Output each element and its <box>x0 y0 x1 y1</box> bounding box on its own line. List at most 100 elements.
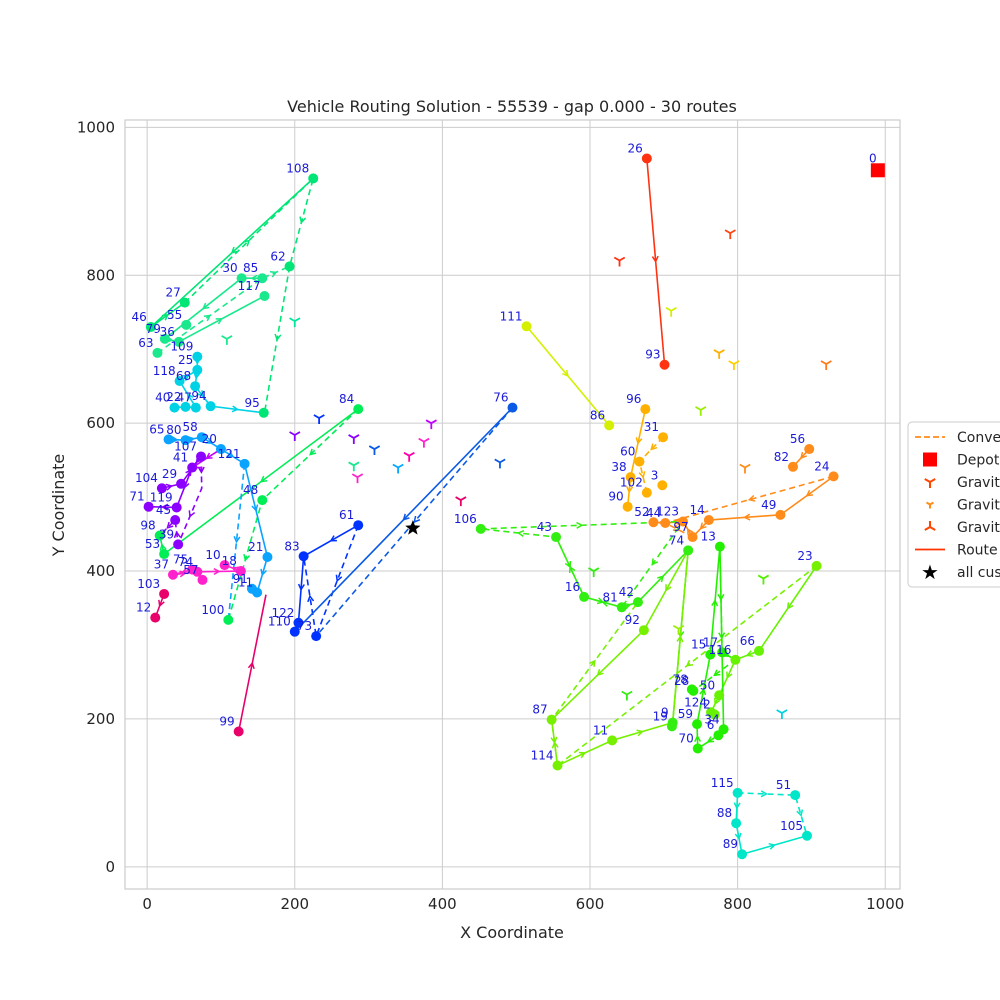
customer-node <box>688 685 699 696</box>
route-arrow <box>760 790 768 798</box>
y-tick-label: 800 <box>86 266 115 284</box>
customer-node <box>197 574 208 585</box>
legend: Conve Depot Gravit Gravit Gravit Route ★ all cu… <box>907 421 1000 588</box>
customer-node <box>616 602 627 613</box>
gravity-marker <box>403 451 415 462</box>
route-arrow <box>166 521 174 529</box>
node-label: 116 <box>708 643 731 657</box>
node-label: 75 <box>173 553 188 567</box>
route-arrow <box>205 437 213 444</box>
route-arrow <box>186 392 194 401</box>
route-arrow <box>676 634 684 643</box>
gravity-marker <box>425 419 437 430</box>
node-label: 119 <box>150 490 173 504</box>
node-label: 95 <box>244 396 259 410</box>
customer-node <box>150 612 161 623</box>
node-label: 2 <box>703 697 711 711</box>
route-arrow <box>197 390 204 398</box>
customer-node <box>802 830 812 841</box>
customer-node <box>159 549 170 560</box>
customer-node <box>173 336 184 347</box>
customer-node <box>678 516 688 527</box>
x-tick-label: 0 <box>142 895 152 913</box>
x-tick-label: 600 <box>576 895 605 913</box>
node-label: 124 <box>684 695 707 709</box>
route-arrow <box>672 524 681 531</box>
node-label: 61 <box>339 508 354 522</box>
customer-node <box>703 515 714 526</box>
legend-label: Conve <box>957 430 1000 446</box>
customer-node <box>159 588 170 599</box>
customer-node <box>640 404 651 415</box>
x-tick-label: 200 <box>280 895 309 913</box>
depot-label: 0 <box>869 151 877 165</box>
node-label: 81 <box>602 590 617 604</box>
node-label: 56 <box>790 432 805 446</box>
route-arrow <box>205 452 213 460</box>
customer-node <box>235 566 246 577</box>
customer-node <box>170 515 181 526</box>
customer-node <box>732 787 743 798</box>
node-label: 79 <box>146 322 161 336</box>
node-label: 52 <box>634 505 649 519</box>
route-arrow <box>694 734 702 742</box>
route-arrow <box>596 668 604 677</box>
node-label: 117 <box>238 279 261 293</box>
route-arrow <box>726 671 733 679</box>
customer-node <box>687 532 698 543</box>
route-arrow <box>686 527 694 536</box>
node-label: 123 <box>656 505 679 519</box>
route-arrow <box>711 599 719 607</box>
node-label: 27 <box>166 286 181 300</box>
customer-node <box>180 401 191 412</box>
node-label: 59 <box>678 707 693 721</box>
customer-node <box>787 461 798 472</box>
route-arrow <box>413 515 421 524</box>
customer-node <box>159 333 170 344</box>
gravity-marker <box>351 473 364 484</box>
route-arrow <box>745 650 754 657</box>
customer-node <box>196 451 207 462</box>
gravity-marker <box>348 434 360 444</box>
route-arrow <box>159 543 167 551</box>
customer-node <box>692 743 703 754</box>
route-arrow <box>635 437 643 445</box>
customer-node <box>657 480 668 491</box>
customer-node <box>219 560 230 571</box>
node-label: 80 <box>166 423 181 437</box>
x-tick-label: 1000 <box>866 895 904 913</box>
node-label: 19 <box>653 709 668 723</box>
legend-symbol <box>926 501 934 509</box>
route-arrow <box>768 842 777 850</box>
node-label: 48 <box>243 483 258 497</box>
gravity-markers <box>221 229 832 720</box>
customer-node <box>692 719 703 730</box>
route-arrow <box>651 255 659 264</box>
customer-node <box>641 487 652 498</box>
route-dashed <box>737 792 808 836</box>
customer-node <box>190 381 201 392</box>
node-label: 111 <box>500 309 523 323</box>
route-arrow <box>158 599 165 608</box>
customer-node <box>507 402 518 413</box>
gravity-marker <box>713 349 725 359</box>
legend-label: Gravit <box>957 520 1000 536</box>
route-dashed <box>157 265 290 354</box>
route-arrow <box>714 697 721 706</box>
node-label: 97 <box>673 520 688 534</box>
route-arrow <box>259 475 268 483</box>
customer-node <box>604 420 615 431</box>
node-label: 55 <box>167 308 182 322</box>
route-dashed <box>227 463 246 620</box>
node-label: 90 <box>608 490 623 504</box>
node-label: 57 <box>183 563 198 577</box>
gravity-marker <box>313 414 325 424</box>
customer-node <box>171 502 182 513</box>
route-arrow <box>161 313 170 321</box>
route-arrow <box>657 575 665 583</box>
y-tick-label: 0 <box>105 858 115 876</box>
gravity-marker <box>739 463 751 474</box>
customer-node <box>660 517 671 528</box>
gravity-marker <box>820 360 832 371</box>
